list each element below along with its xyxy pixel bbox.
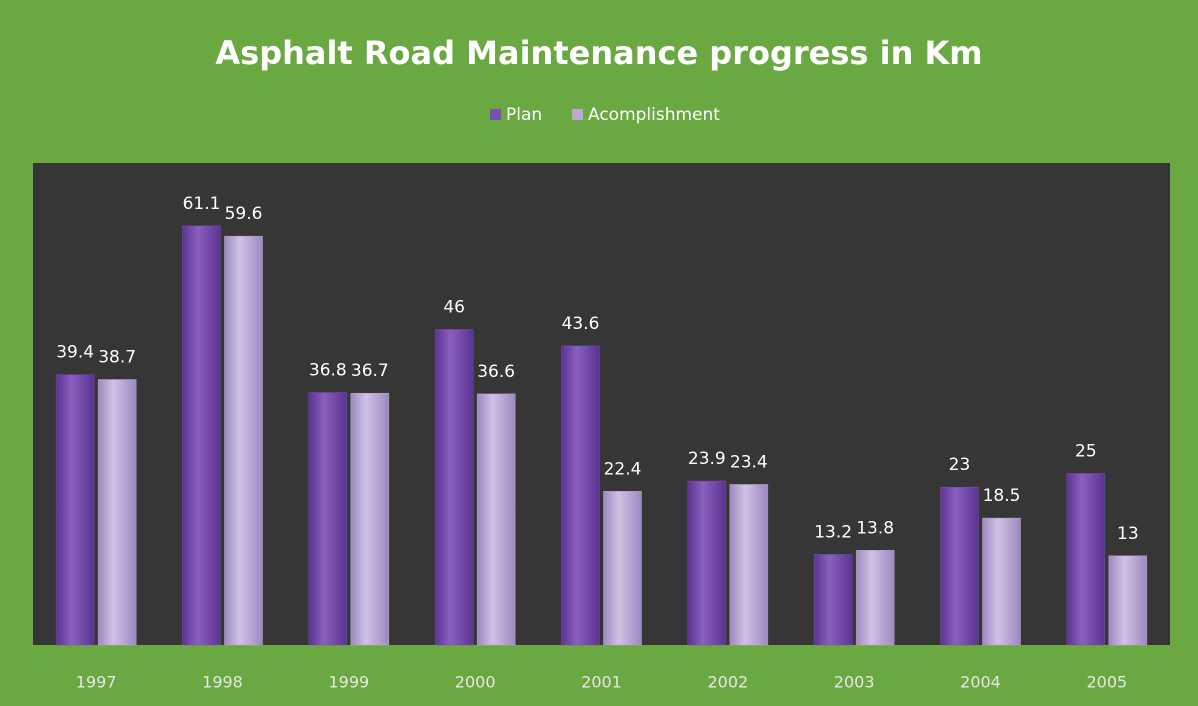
x-tick-label: 1998 — [202, 673, 243, 692]
x-tick-label: 1997 — [76, 673, 117, 692]
bar — [982, 517, 1021, 646]
bar — [476, 393, 516, 646]
legend-label: Acomplishment — [588, 105, 720, 125]
bar — [813, 554, 853, 646]
bar — [182, 225, 221, 646]
legend-swatch — [572, 109, 583, 120]
data-label: 22.4 — [604, 459, 642, 479]
x-tick-label: 2004 — [960, 673, 1001, 692]
data-label: 25 — [1075, 442, 1097, 462]
bar — [940, 486, 979, 646]
data-label: 13 — [1117, 524, 1139, 544]
x-tick-label: 2000 — [455, 673, 496, 692]
data-label: 46 — [443, 297, 465, 317]
data-label: 18.5 — [983, 486, 1021, 506]
plot-area — [33, 163, 1170, 645]
data-label: 13.8 — [856, 518, 894, 538]
data-label: 23.9 — [688, 449, 726, 469]
data-label: 36.7 — [351, 361, 389, 381]
bar — [1108, 555, 1148, 646]
bar — [855, 550, 895, 646]
data-label: 36.8 — [309, 361, 347, 381]
data-label: 38.7 — [98, 348, 136, 368]
chart-title: Asphalt Road Maintenance progress in Km — [215, 34, 982, 72]
data-label: 36.6 — [477, 362, 515, 382]
bar — [55, 374, 95, 646]
data-label: 23 — [949, 455, 971, 475]
legend-swatch — [490, 109, 501, 120]
bar — [729, 484, 769, 646]
bar — [1066, 473, 1106, 646]
x-tick-label: 2005 — [1086, 673, 1127, 692]
bar — [603, 491, 642, 646]
bar — [224, 235, 263, 646]
legend-label: Plan — [506, 105, 542, 125]
data-label: 43.6 — [562, 314, 600, 334]
data-label: 23.4 — [730, 452, 768, 472]
x-tick-label: 2001 — [581, 673, 622, 692]
x-tick-label: 2002 — [707, 673, 748, 692]
data-label: 61.1 — [183, 194, 221, 214]
data-label: 59.6 — [225, 204, 263, 224]
bar — [97, 379, 137, 646]
bar — [350, 392, 390, 646]
bar — [687, 480, 727, 646]
bar — [308, 392, 348, 646]
data-label: 39.4 — [56, 343, 94, 363]
x-tick-label: 1999 — [328, 673, 369, 692]
bar — [434, 329, 474, 646]
bar — [561, 345, 600, 646]
x-tick-label: 2003 — [834, 673, 875, 692]
data-label: 13.2 — [814, 522, 852, 542]
